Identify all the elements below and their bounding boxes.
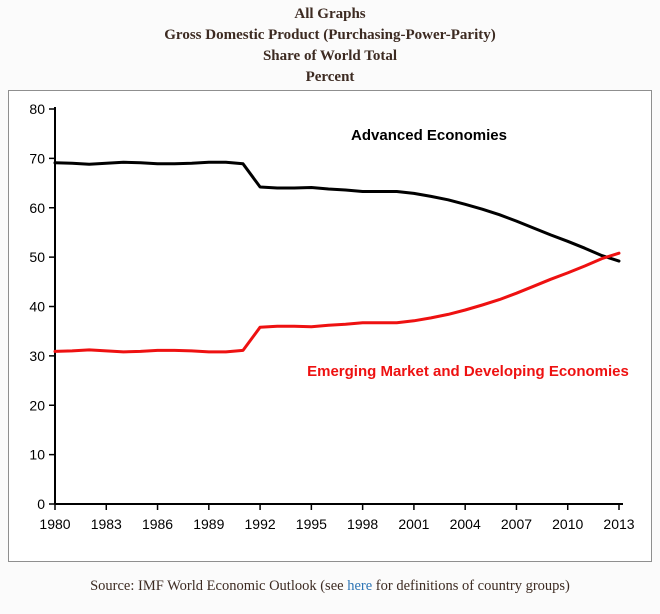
here-link[interactable]: here xyxy=(347,578,373,594)
x-tick-label: 2004 xyxy=(450,516,481,532)
x-tick-label: 1989 xyxy=(193,516,224,532)
x-tick-label: 2013 xyxy=(603,516,634,532)
advanced-economies-line xyxy=(53,160,621,263)
x-tick-label: 1995 xyxy=(296,516,327,532)
y-tick-label: 0 xyxy=(37,496,45,512)
title-line-percent: Percent xyxy=(305,69,355,85)
source-text-prefix: Source: IMF World Economic Outlook (see xyxy=(90,578,348,594)
source-text-suffix: for definitions of country groups) xyxy=(372,578,570,594)
gdp-share-line-chart: 0 10 20 30 40 50 60 70 80 1980 1983 1986 1989 1992 199… xyxy=(29,101,634,532)
y-tick-label: 40 xyxy=(29,299,45,315)
chart-panel: 0 10 20 30 40 50 60 70 80 1980 1983 1986 1989 1992 199… xyxy=(8,90,652,562)
y-tick-label: 10 xyxy=(29,447,45,463)
y-tick-label: 60 xyxy=(29,200,45,216)
x-tick-label: 1980 xyxy=(39,516,70,532)
y-tick-label: 30 xyxy=(29,348,45,364)
title-line-gdp-ppp: Gross Domestic Product (Purchasing-Power… xyxy=(164,27,496,43)
title-line-share-world-total: Share of World Total xyxy=(262,48,398,64)
x-tick-label: 2007 xyxy=(501,516,532,532)
title-line-all-graphs: All Graphs xyxy=(294,6,366,22)
emerging-economies-line xyxy=(53,251,621,354)
advanced-economies-label: Advanced Economies xyxy=(351,127,507,144)
y-tick-label: 50 xyxy=(29,249,45,265)
x-tick-label: 1983 xyxy=(91,516,122,532)
source-note: Source: IMF World Economic Outlook (see … xyxy=(0,578,660,595)
chart-title-block: All Graphs Gross Domestic Product (Purch… xyxy=(0,0,660,88)
y-tick-label: 80 xyxy=(29,101,45,117)
y-tick-label: 20 xyxy=(29,397,45,413)
x-tick-label: 1998 xyxy=(347,516,378,532)
x-tick-label: 1992 xyxy=(245,516,276,532)
x-tick-label: 2001 xyxy=(398,516,429,532)
x-tick-label: 2010 xyxy=(552,516,583,532)
x-tick-label: 1986 xyxy=(142,516,173,532)
emerging-economies-label: Emerging Market and Developing Economies xyxy=(307,363,629,380)
y-tick-label: 70 xyxy=(29,150,45,166)
